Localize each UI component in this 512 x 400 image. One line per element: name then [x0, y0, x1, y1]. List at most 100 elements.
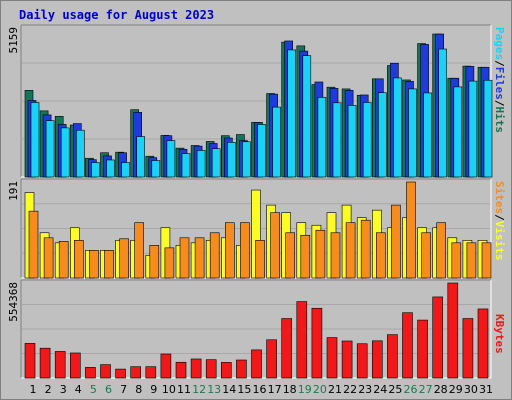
bar-kbytes-day-24 [371, 340, 383, 379]
bar-kbytes-day-18 [281, 318, 293, 379]
bar-pages-day-23 [362, 102, 372, 178]
x-tick-label: 6 [105, 383, 112, 396]
x-axis-labels: 1 2 3 4 5 6 7 8 9 10 11 12 13 14 15 16 17 18 19 20 21 22 23 24 2… [30, 383, 494, 396]
x-tick-label: 25 [388, 383, 402, 396]
x-tick-label: 17 [268, 383, 282, 396]
x-tick-label: 5 [90, 383, 97, 396]
bar-sites-day-30 [466, 242, 477, 279]
bar-sites-day-22 [345, 222, 356, 279]
x-tick-label: 24 [373, 383, 387, 396]
x-tick-label: 20 [313, 383, 327, 396]
bar-kbytes-day-5 [85, 367, 96, 379]
bar-sites-day-5 [89, 250, 99, 279]
panels [20, 24, 493, 379]
legend-hits: Hits [493, 107, 506, 134]
bar-pages-day-6 [106, 159, 115, 178]
x-tick-label: 1 [30, 383, 37, 396]
bottom-legend: KBytes [493, 314, 506, 354]
bar-kbytes-day-21 [326, 337, 338, 379]
bar-sites-day-16 [255, 240, 265, 279]
bar-pages-day-27 [423, 92, 432, 178]
x-tick-label: 7 [120, 383, 127, 396]
chart-title: Daily usage for August 2023 [19, 8, 214, 22]
legend-sep: / [493, 100, 506, 107]
bar-kbytes-day-31 [477, 308, 489, 379]
bar-pages-day-19 [302, 55, 312, 178]
bar-sites-day-15 [240, 222, 250, 279]
bar-sites-day-31 [481, 242, 492, 279]
bar-pages-day-24 [377, 92, 387, 178]
bar-sites-day-21 [330, 232, 341, 279]
legend-kbytes: KBytes [493, 314, 506, 354]
bar-sites-day-9 [149, 245, 160, 279]
bar-pages-day-20 [317, 96, 327, 178]
bar-kbytes-day-30 [462, 318, 474, 379]
bar-kbytes-day-23 [356, 343, 368, 379]
bar-kbytes-day-13 [205, 359, 217, 379]
bar-pages-day-30 [468, 80, 478, 178]
bottom-ymax-label: 554368 [7, 282, 20, 322]
bar-kbytes-day-14 [221, 362, 232, 379]
x-tick-label: 11 [177, 383, 191, 396]
bar-sites-day-18 [285, 232, 296, 279]
x-tick-label: 22 [343, 383, 357, 396]
bar-kbytes-day-15 [236, 359, 247, 379]
x-tick-label: 26 [404, 383, 418, 396]
bar-pages-day-11 [181, 153, 191, 178]
bar-kbytes-day-10 [160, 353, 172, 379]
bar-pages-day-17 [272, 106, 281, 178]
bar-pages-day-4 [76, 129, 85, 178]
bar-pages-day-7 [121, 162, 130, 178]
bar-pages-day-9 [151, 160, 161, 178]
bar-sites-day-27 [421, 232, 431, 279]
bar-sites-day-13 [209, 232, 220, 279]
bar-kbytes-day-16 [251, 349, 262, 379]
bar-kbytes-day-3 [54, 351, 66, 379]
bar-pages-day-14 [227, 142, 236, 178]
x-tick-label: 9 [150, 383, 157, 396]
bar-kbytes-day-28 [432, 296, 444, 379]
bar-kbytes-day-11 [175, 361, 187, 379]
bar-sites-day-3 [58, 241, 69, 279]
bar-pages-day-13 [211, 148, 221, 178]
x-tick-label: 8 [135, 383, 142, 396]
x-tick-label: 10 [162, 383, 176, 396]
top-ymax-label: 5159 [7, 27, 20, 54]
bar-sites-day-28 [436, 222, 447, 279]
bar-kbytes-day-12 [190, 358, 202, 379]
bar-sites-day-23 [360, 219, 371, 279]
x-tick-label: 28 [434, 383, 448, 396]
bar-kbytes-day-2 [39, 347, 51, 379]
bar-pages-day-12 [196, 150, 206, 178]
bar-sites-day-17 [270, 212, 280, 279]
legend-sep: / [493, 214, 506, 221]
bar-sites-day-1 [28, 210, 39, 279]
mid-ymax-label: 191 [7, 181, 20, 201]
bar-kbytes-day-25 [387, 334, 398, 379]
x-tick-label: 4 [75, 383, 82, 396]
bar-sites-day-12 [194, 237, 205, 279]
bar-sites-day-7 [119, 238, 129, 279]
bar-sites-day-20 [315, 229, 326, 279]
bar-kbytes-day-9 [145, 366, 157, 379]
x-tick-label: 16 [253, 383, 267, 396]
x-tick-label: 3 [60, 383, 67, 396]
bar-kbytes-day-6 [100, 364, 111, 379]
bar-pages-day-2 [45, 120, 55, 178]
bar-kbytes-day-4 [70, 352, 81, 379]
mid-legend: Sites/Visits [493, 181, 506, 261]
x-tick-label: 15 [237, 383, 251, 396]
bar-sites-day-14 [225, 222, 235, 279]
legend-files: Files [493, 67, 506, 100]
bar-pages-day-16 [257, 124, 266, 178]
bar-sites-day-25 [391, 204, 401, 279]
bar-pages-day-25 [393, 77, 402, 178]
x-tick-label: 29 [449, 383, 463, 396]
top-legend: Pages/Files/Hits [493, 27, 506, 133]
x-tick-label: 21 [328, 383, 342, 396]
bar-pages-day-31 [483, 79, 493, 178]
legend-sites: Sites [493, 181, 506, 214]
legend-visits: Visits [493, 221, 506, 261]
bar-sites-day-2 [43, 237, 54, 279]
legend-pages: Pages [493, 27, 506, 60]
